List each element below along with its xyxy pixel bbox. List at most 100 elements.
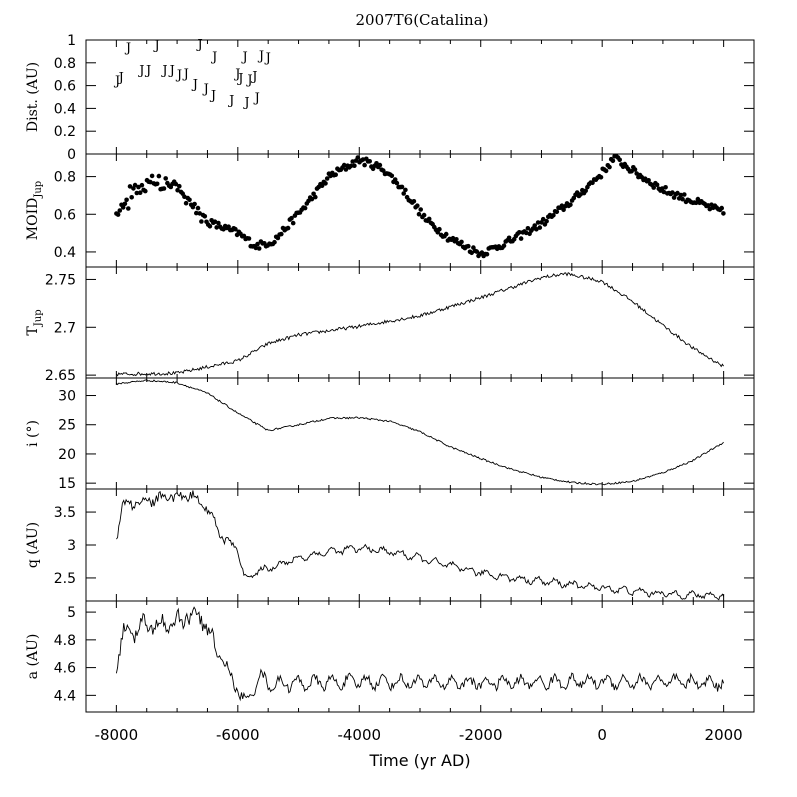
encounter-marker: J	[160, 64, 167, 79]
moid-point	[378, 163, 383, 168]
moid-point	[257, 246, 262, 251]
moid-point	[544, 219, 549, 224]
y-tick-label: 2.65	[45, 368, 76, 384]
y-tick-label: 25	[58, 418, 76, 434]
moid-point	[519, 236, 524, 241]
y-tick-label: 3	[67, 538, 76, 554]
encounter-marker: J	[253, 91, 260, 106]
moid-point	[162, 186, 167, 191]
y-axis-label-text: Dist. (AU)	[25, 62, 41, 132]
panel-frame	[86, 40, 754, 154]
y-tick-label: 1	[67, 33, 76, 49]
moid-point	[418, 207, 423, 212]
panel-frame	[86, 601, 754, 712]
moid-point	[633, 167, 638, 172]
moid-point	[362, 163, 367, 168]
y-axis-label-tjup: TJup	[25, 309, 44, 335]
x-axis: -8000 -6000 -4000 -2000 0 2000	[95, 726, 743, 744]
encounter-marker: J	[152, 39, 159, 54]
y-tick-label: 0.8	[54, 56, 76, 72]
x-tick-label: -6000	[216, 726, 260, 744]
moid-point	[604, 169, 609, 174]
y-axis-label-subscript: Jup	[33, 181, 44, 199]
moid-point	[538, 225, 543, 230]
y-tick-label: 4.8	[54, 633, 76, 649]
encounter-marker: J	[117, 70, 124, 85]
moid-point	[367, 159, 372, 164]
moid-point	[126, 206, 131, 211]
moid-point	[116, 212, 121, 217]
encounter-marker: J	[175, 68, 182, 83]
moid-point	[192, 202, 197, 207]
encounter-marker: J	[242, 96, 249, 111]
encounter-marker: J	[137, 64, 144, 79]
x-tick-label: 0	[597, 726, 607, 744]
moid-point	[607, 165, 612, 170]
y-axis-label-text: a (AU)	[25, 634, 41, 680]
panel-moid: 0.8 0.6 0.4 MOIDJup	[25, 154, 754, 267]
moid-point	[444, 232, 449, 237]
encounter-marker: J	[257, 49, 264, 64]
moid-point	[403, 188, 408, 193]
moid-point	[208, 224, 213, 229]
encounter-marker: J	[124, 41, 131, 56]
moid-point	[118, 208, 123, 213]
moid-point	[323, 181, 328, 186]
encounter-marker: J	[236, 72, 243, 87]
moid-point	[163, 176, 168, 181]
encounter-marker: J	[210, 50, 217, 65]
y-axis-label-moid: MOIDJup	[25, 181, 44, 240]
y-tick-label: 3.5	[54, 505, 76, 521]
y-tick-label: 2.5	[54, 571, 76, 587]
series-line-tjup	[116, 273, 723, 376]
y-axis-label-text: q (AU)	[25, 522, 41, 568]
moid-point	[663, 185, 668, 190]
moid-point	[555, 210, 560, 215]
encounter-marker: J	[209, 89, 216, 104]
y-axis-label-text: i (°)	[25, 420, 41, 447]
x-tick-label: -2000	[459, 726, 503, 744]
moid-point	[454, 237, 459, 242]
moid-point	[719, 206, 724, 211]
moid-point	[599, 175, 604, 180]
y-tick-label: 0.6	[54, 207, 76, 223]
y-tick-label: 15	[58, 476, 76, 492]
moid-point	[143, 189, 148, 194]
panel-frame	[86, 378, 754, 489]
encounter-marker: J	[264, 51, 271, 66]
y-tick-label: 4.6	[54, 661, 76, 677]
y-tick-label: 2.75	[45, 272, 76, 288]
panel-tjup: 2.75 2.7 2.65 TJup	[25, 267, 754, 384]
moid-point	[333, 172, 338, 177]
encounter-marker: J	[240, 50, 247, 65]
y-axis-label-text: MOID	[25, 198, 41, 241]
moid-point	[313, 195, 318, 200]
moid-point	[199, 219, 204, 224]
moid-point	[412, 199, 417, 204]
moid-point	[140, 183, 145, 188]
moid-point	[352, 163, 357, 168]
encounter-marker: J	[144, 64, 151, 79]
encounter-marker: J	[182, 67, 189, 82]
x-tick-label: 2000	[705, 726, 743, 744]
encounter-marker: J	[168, 64, 175, 79]
chart-title: 2007T6(Catalina)	[355, 11, 488, 29]
encounter-marker: J	[196, 37, 203, 52]
moid-point	[415, 203, 420, 208]
y-axis-label-dist: Dist. (AU)	[25, 62, 41, 132]
moid-point	[459, 240, 464, 245]
moid-point	[177, 184, 182, 189]
panel-frame	[86, 267, 754, 378]
y-tick-label: 0.8	[54, 170, 76, 186]
moid-point	[196, 206, 201, 211]
moid-point	[427, 217, 432, 222]
moid-point	[155, 182, 160, 187]
y-tick-label: 30	[58, 389, 76, 405]
moid-point	[286, 226, 291, 231]
y-tick-label: 5	[67, 605, 76, 621]
moid-point	[157, 174, 162, 179]
y-axis-label-q: q (AU)	[25, 522, 41, 568]
panel-incl: 30252015i (°)	[25, 378, 754, 492]
